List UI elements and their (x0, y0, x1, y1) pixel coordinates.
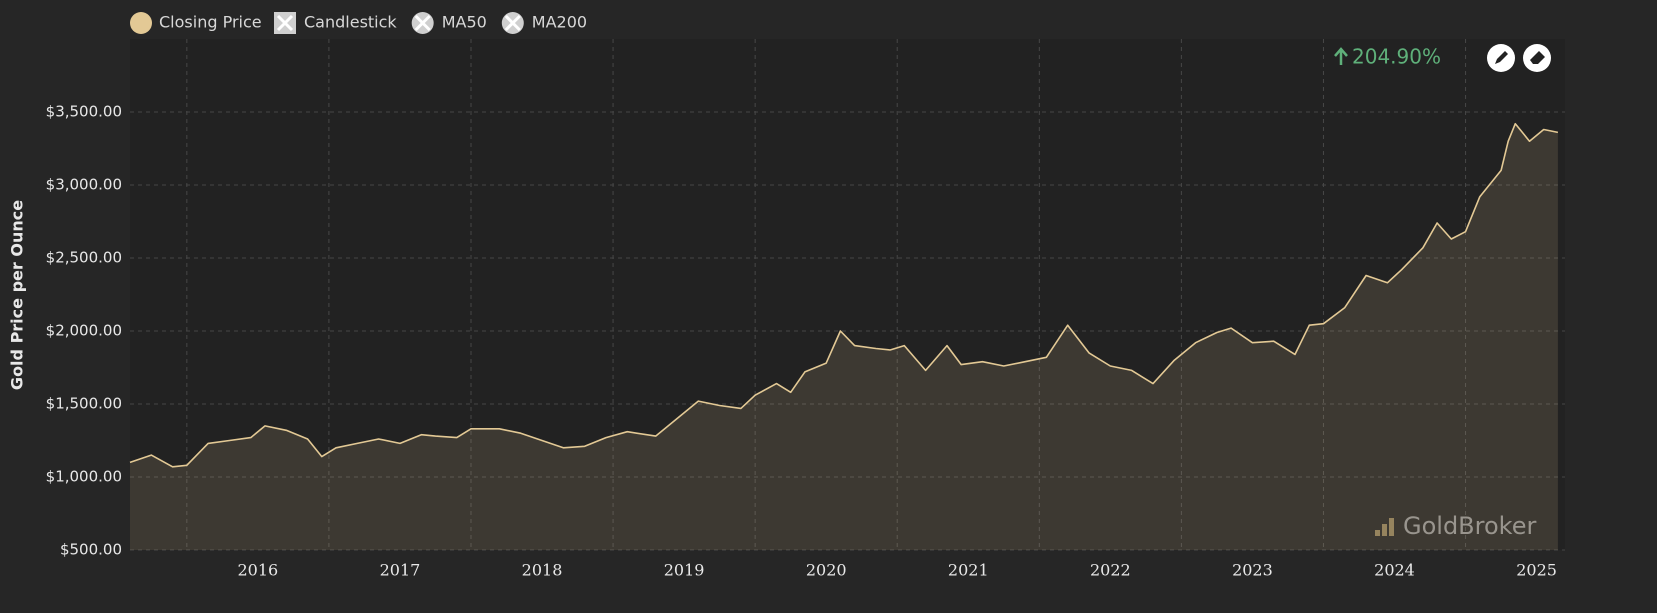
y-tick-label: $2,500.00 (46, 249, 122, 267)
plot-area (130, 39, 1565, 550)
y-tick-label: $1,500.00 (46, 395, 122, 413)
x-tick-label: 2017 (380, 561, 421, 580)
x-tick-label: 2020 (806, 561, 847, 580)
x-tick-label: 2018 (522, 561, 563, 580)
y-axis-label: Gold Price per Ounce (8, 200, 27, 390)
eraser-icon (1530, 51, 1545, 64)
logo-bar (1375, 530, 1380, 536)
y-tick-label: $2,000.00 (46, 322, 122, 340)
legend: Closing Price Candlestick MA50 MA200 (130, 12, 587, 34)
y-tick-label: $1,000.00 (46, 468, 122, 486)
legend-label: MA200 (532, 13, 587, 32)
annotation: 204.90% (1334, 45, 1441, 69)
grid (130, 39, 1565, 551)
legend-item[interactable]: Closing Price (130, 12, 262, 34)
toggle-cross (414, 14, 431, 32)
pencil-icon (1495, 51, 1508, 64)
logo-bar (1382, 524, 1387, 536)
logo-bar (1389, 518, 1394, 536)
y-tick-label: $3,500.00 (46, 103, 122, 121)
area-fill (130, 123, 1558, 550)
x-tick-label: 2021 (948, 561, 989, 580)
legend-label: Candlestick (304, 13, 397, 32)
legend-item[interactable]: MA50 (411, 12, 487, 34)
legend-item[interactable]: Candlestick (274, 12, 397, 34)
x-tick-label: 2025 (1516, 561, 1557, 580)
legend-item[interactable]: MA200 (501, 12, 587, 34)
x-tick-label: 2024 (1374, 561, 1415, 580)
change-label: 204.90% (1352, 45, 1441, 69)
edit-button[interactable] (1487, 44, 1515, 72)
legend-label: Closing Price (159, 13, 262, 32)
erase-button[interactable] (1523, 44, 1551, 72)
legend-swatch (130, 12, 152, 34)
toggle-cross (504, 14, 521, 32)
x-tick-label: 2016 (238, 561, 279, 580)
watermark: GoldBroker (1375, 512, 1536, 540)
watermark-text: GoldBroker (1403, 512, 1536, 540)
toggle-cross (276, 14, 294, 32)
price-line (129, 122, 1559, 468)
y-tick-label: $500.00 (60, 541, 122, 559)
x-tick-label: 2023 (1232, 561, 1273, 580)
legend-label: MA50 (442, 13, 487, 32)
up-arrow (1334, 47, 1348, 65)
x-tick-label: 2019 (664, 561, 705, 580)
y-tick-label: $3,000.00 (46, 176, 122, 194)
x-tick-label: 2022 (1090, 561, 1131, 580)
